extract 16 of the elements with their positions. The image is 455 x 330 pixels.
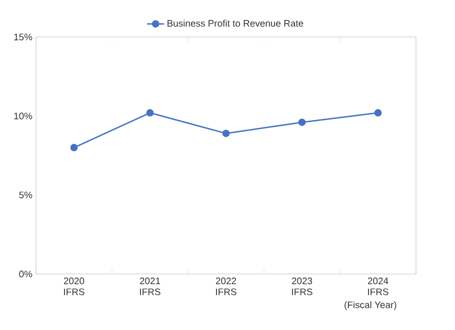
x-tick-label: 2022 IFRS: [216, 278, 236, 296]
point: [374, 109, 382, 117]
y-tick-label: 15%: [14, 34, 32, 40]
point: [222, 130, 230, 138]
x-tick-label: 2020 IFRS: [64, 278, 84, 296]
x-tick-label: 2021 IFRS: [140, 278, 160, 296]
point: [70, 144, 78, 152]
x-axis-title: (Fiscal Year): [344, 301, 396, 310]
y-tick-label: 10%: [14, 112, 32, 120]
point: [298, 118, 306, 126]
y-tick-label: 5%: [19, 192, 32, 198]
x-tick-label: 2024 IFRS: [368, 278, 388, 296]
legend-label: Business Profit to Revenue Rate: [168, 20, 304, 27]
y-tick-label: 0%: [19, 270, 32, 278]
x-tick-label: 2023 IFRS: [292, 278, 312, 296]
point: [146, 109, 154, 117]
